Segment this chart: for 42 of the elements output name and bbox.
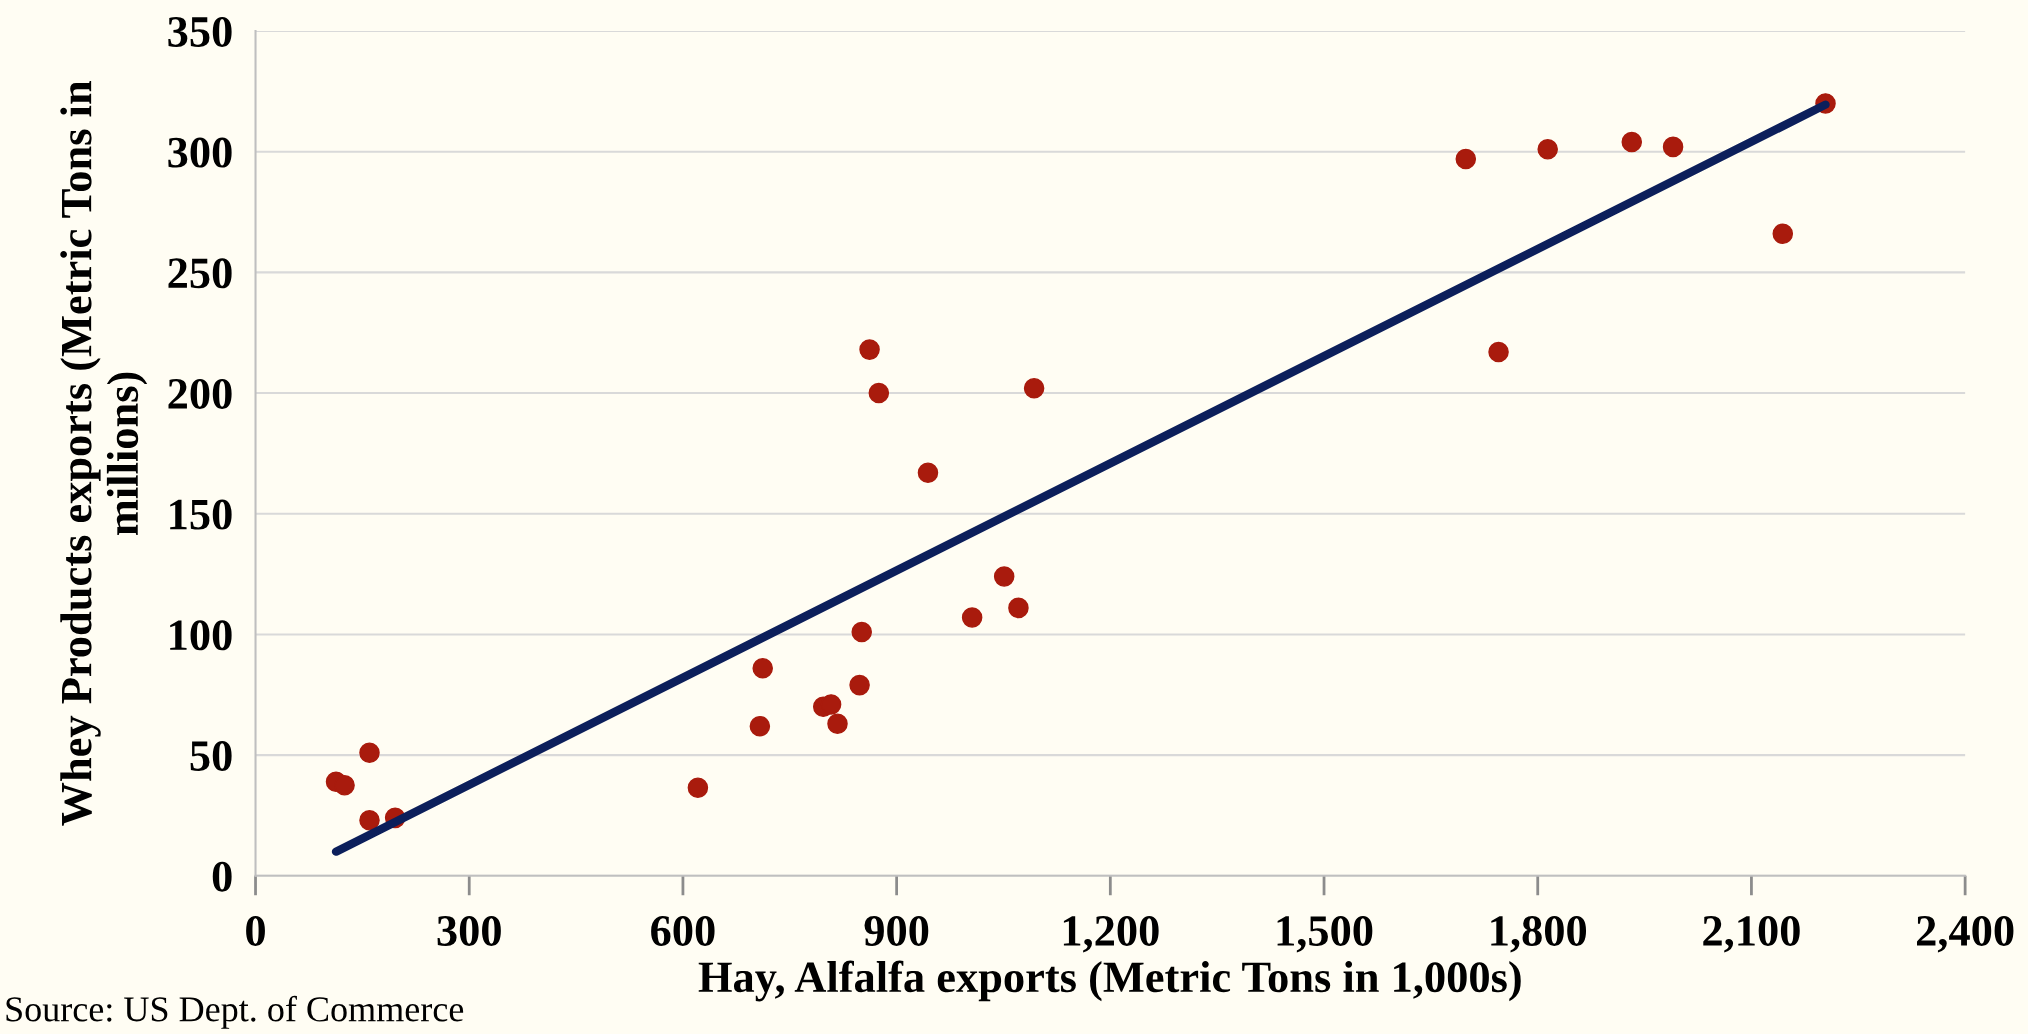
- x-tick-label: 900: [864, 915, 929, 946]
- point: [1621, 131, 1643, 153]
- point: [849, 674, 870, 696]
- x-tick-label: 600: [651, 915, 715, 946]
- x-tick-label: 1,200: [1063, 915, 1159, 953]
- y-tick-label: 0: [212, 861, 232, 892]
- point: [359, 742, 380, 763]
- y-tick-label: 250: [168, 258, 232, 289]
- point: [851, 621, 872, 643]
- point: [917, 462, 939, 483]
- point: [961, 607, 983, 628]
- y-tick-label: 150: [170, 499, 232, 530]
- point: [1008, 597, 1029, 619]
- x-tick-label: 2,100: [1703, 915, 1800, 953]
- point: [993, 566, 1015, 587]
- y-tick-label: 300: [168, 137, 232, 168]
- y-tick-label: 200: [168, 378, 232, 409]
- y-axis-title: Whey Products exports (Metric Tons in millions): [60, 81, 148, 826]
- point: [1023, 377, 1045, 399]
- x-tick-label: 1,800: [1491, 915, 1587, 953]
- point: [334, 775, 355, 796]
- point: [827, 713, 848, 735]
- point: [1455, 148, 1477, 170]
- point: [752, 657, 773, 679]
- x-tick-label: 2,400: [1917, 915, 2014, 953]
- y-tick-label: 50: [190, 740, 232, 771]
- x-tick-label: 1,500: [1277, 915, 1373, 953]
- point: [1772, 223, 1794, 245]
- point: [749, 715, 771, 737]
- x-tick-label: 300: [437, 915, 501, 946]
- point: [868, 382, 890, 404]
- point: [1537, 139, 1558, 160]
- point: [1662, 136, 1684, 158]
- point: [359, 810, 380, 831]
- point: [687, 777, 709, 798]
- y-tick-label: 100: [170, 620, 232, 651]
- x-axis-title: Hay, Alfalfa exports (Metric Tons in 1,000s): [698, 960, 1521, 1002]
- point: [1488, 341, 1509, 363]
- source-note: Source: US Dept. of Commerce: [6, 995, 464, 1029]
- point: [859, 339, 880, 360]
- x-tick-label: 0: [246, 915, 265, 946]
- y-tick-label: 350: [168, 16, 232, 47]
